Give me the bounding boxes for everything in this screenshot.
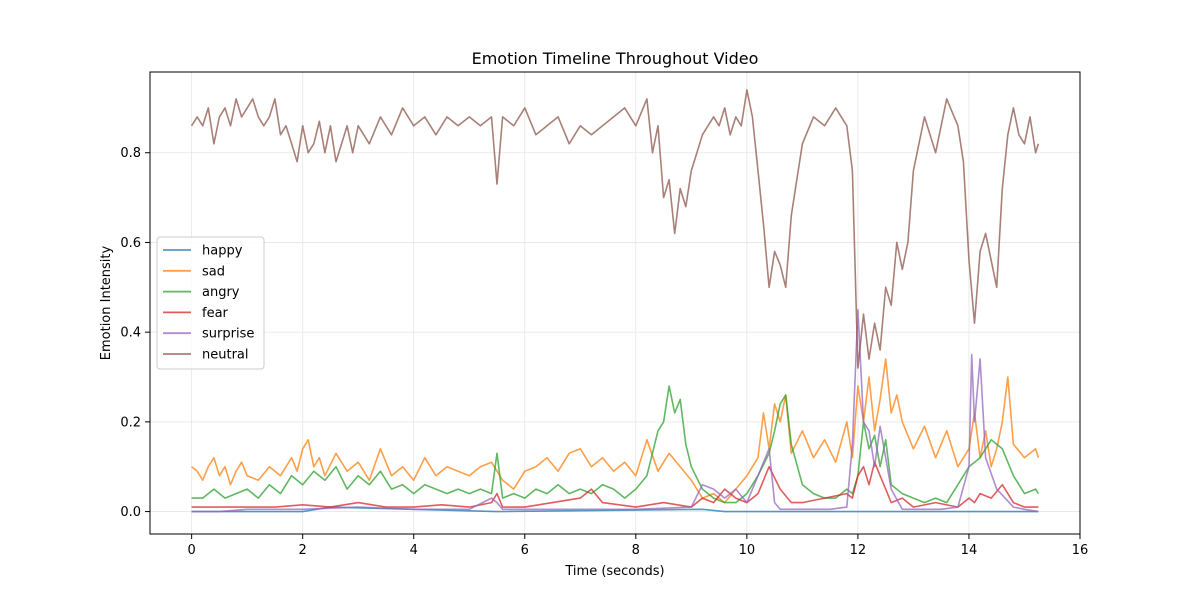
y-axis-label: Emotion Intensity	[99, 245, 114, 360]
x-tick-label: 10	[739, 543, 756, 558]
x-tick-label: 4	[410, 543, 418, 558]
legend-label-angry: angry	[202, 285, 240, 300]
series-line-surprise	[191, 308, 1039, 513]
legend-label-fear: fear	[202, 306, 229, 321]
x-tick-label: 16	[1072, 543, 1089, 558]
x-axis-label: Time (seconds)	[564, 564, 664, 579]
x-tick-label: 0	[188, 543, 196, 558]
legend-label-happy: happy	[202, 244, 243, 259]
series-line-sad	[191, 358, 1040, 504]
series-line-fear	[191, 461, 1039, 508]
y-tick-label: 0.4	[120, 326, 141, 341]
tick-layer: 0 2 4 6 8 10 12 14 16 0.0 0.2 0.4 0.6 0.8	[120, 146, 1088, 558]
x-tick-label: 14	[961, 543, 978, 558]
series-line-angry	[191, 385, 1040, 504]
legend-label-neutral: neutral	[202, 348, 249, 363]
y-tick-label: 0.8	[120, 146, 141, 161]
series-line-neutral	[190, 89, 1040, 369]
legend-label-sad: sad	[202, 264, 225, 279]
series-line-happy	[191, 506, 1039, 513]
y-tick-label: 0.6	[120, 236, 141, 251]
series-layer	[190, 89, 1040, 513]
y-tick-label: 0.2	[120, 415, 141, 430]
x-tick-label: 12	[850, 543, 867, 558]
x-tick-label: 2	[299, 543, 307, 558]
legend-label-surprise: surprise	[202, 327, 254, 342]
x-tick-label: 8	[632, 543, 640, 558]
chart-title: Emotion Timeline Throughout Video	[472, 49, 759, 68]
y-tick-label: 0.0	[120, 505, 141, 520]
plot-frame	[149, 71, 1081, 535]
legend: happy sad angry fear surprise neutral	[156, 236, 265, 370]
x-tick-label: 6	[521, 543, 529, 558]
